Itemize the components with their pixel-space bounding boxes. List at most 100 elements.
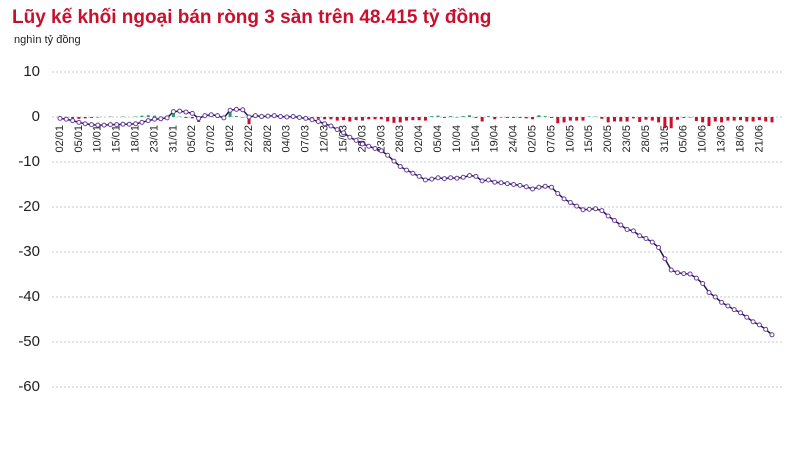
- bar: [745, 117, 749, 122]
- marker: [599, 208, 605, 214]
- marker: [435, 175, 441, 181]
- marker: [593, 206, 599, 212]
- x-tick-label: 05/02: [186, 125, 198, 153]
- marker: [611, 218, 617, 223]
- x-tick-label: 18/06: [734, 125, 746, 153]
- marker: [750, 319, 756, 325]
- marker: [221, 115, 227, 121]
- marker: [265, 113, 271, 119]
- bar: [228, 109, 232, 117]
- marker: [668, 267, 674, 273]
- x-tick-label: 19/02: [224, 125, 236, 153]
- x-tick-label: 02/01: [54, 125, 66, 153]
- bar: [146, 115, 150, 117]
- marker: [202, 113, 208, 119]
- marker: [454, 175, 460, 181]
- bar: [405, 117, 409, 121]
- marker: [536, 184, 542, 190]
- x-tick-label: 24/04: [508, 125, 520, 153]
- bar: [568, 117, 572, 121]
- marker: [467, 173, 473, 178]
- marker: [460, 174, 466, 180]
- bar: [436, 115, 440, 117]
- marker: [158, 116, 164, 122]
- marker: [284, 114, 290, 120]
- marker: [252, 113, 258, 119]
- bar: [600, 117, 604, 119]
- marker: [208, 112, 214, 118]
- marker: [95, 122, 101, 128]
- x-tick-label: 07/03: [300, 125, 312, 153]
- marker: [567, 200, 573, 205]
- x-tick-label: 23/01: [148, 125, 160, 153]
- bar: [83, 117, 87, 119]
- bar: [367, 117, 371, 120]
- bar: [726, 117, 730, 121]
- bar: [757, 117, 761, 121]
- marker: [700, 281, 706, 286]
- marker: [215, 113, 221, 119]
- bar: [713, 117, 717, 122]
- marker: [133, 121, 139, 127]
- marker: [498, 180, 504, 186]
- x-tick-label: 15/01: [111, 125, 123, 153]
- marker: [504, 181, 510, 187]
- marker: [605, 213, 611, 219]
- marker: [542, 183, 548, 189]
- y-tick-label: -60: [18, 378, 40, 395]
- marker: [693, 275, 699, 281]
- bar: [650, 117, 654, 121]
- x-tick-label: 05/06: [678, 125, 690, 153]
- x-tick-label: 22/02: [243, 125, 255, 153]
- marker: [618, 222, 624, 228]
- marker: [183, 109, 189, 115]
- bar: [675, 117, 679, 120]
- marker: [189, 110, 195, 116]
- bar: [619, 117, 623, 122]
- marker: [492, 179, 498, 185]
- marker: [530, 186, 536, 192]
- bar: [423, 117, 427, 121]
- marker: [378, 148, 384, 154]
- marker: [328, 123, 334, 129]
- marker: [259, 114, 265, 120]
- bar: [524, 117, 528, 119]
- marker: [76, 119, 82, 125]
- marker: [341, 130, 347, 136]
- bar: [430, 116, 434, 117]
- bar: [373, 117, 377, 120]
- bar: [493, 117, 497, 120]
- bar: [386, 117, 390, 122]
- marker: [391, 158, 397, 164]
- marker: [89, 122, 95, 128]
- marker: [548, 184, 554, 190]
- marker: [240, 107, 246, 113]
- marker: [152, 116, 158, 122]
- x-tick-label: 05/01: [73, 125, 85, 153]
- marker: [63, 116, 69, 122]
- bar: [625, 117, 629, 122]
- marker: [385, 152, 391, 158]
- bar: [480, 117, 484, 122]
- bar: [556, 117, 560, 124]
- marker: [630, 228, 636, 234]
- marker: [309, 117, 315, 123]
- bar: [505, 117, 509, 118]
- x-tick-label: 07/02: [205, 125, 217, 153]
- bar: [764, 117, 768, 122]
- marker: [681, 271, 687, 277]
- y-tick-label: -20: [18, 198, 40, 215]
- marker: [441, 176, 447, 182]
- marker: [429, 176, 435, 182]
- x-tick-label: 10/05: [564, 125, 576, 153]
- marker: [353, 137, 359, 143]
- marker: [57, 115, 63, 121]
- marker: [586, 206, 592, 212]
- bar: [360, 117, 364, 121]
- marker: [359, 141, 365, 147]
- bar: [184, 117, 188, 118]
- bar: [518, 117, 522, 118]
- marker: [170, 109, 176, 115]
- marker: [479, 178, 485, 184]
- bar: [631, 117, 635, 119]
